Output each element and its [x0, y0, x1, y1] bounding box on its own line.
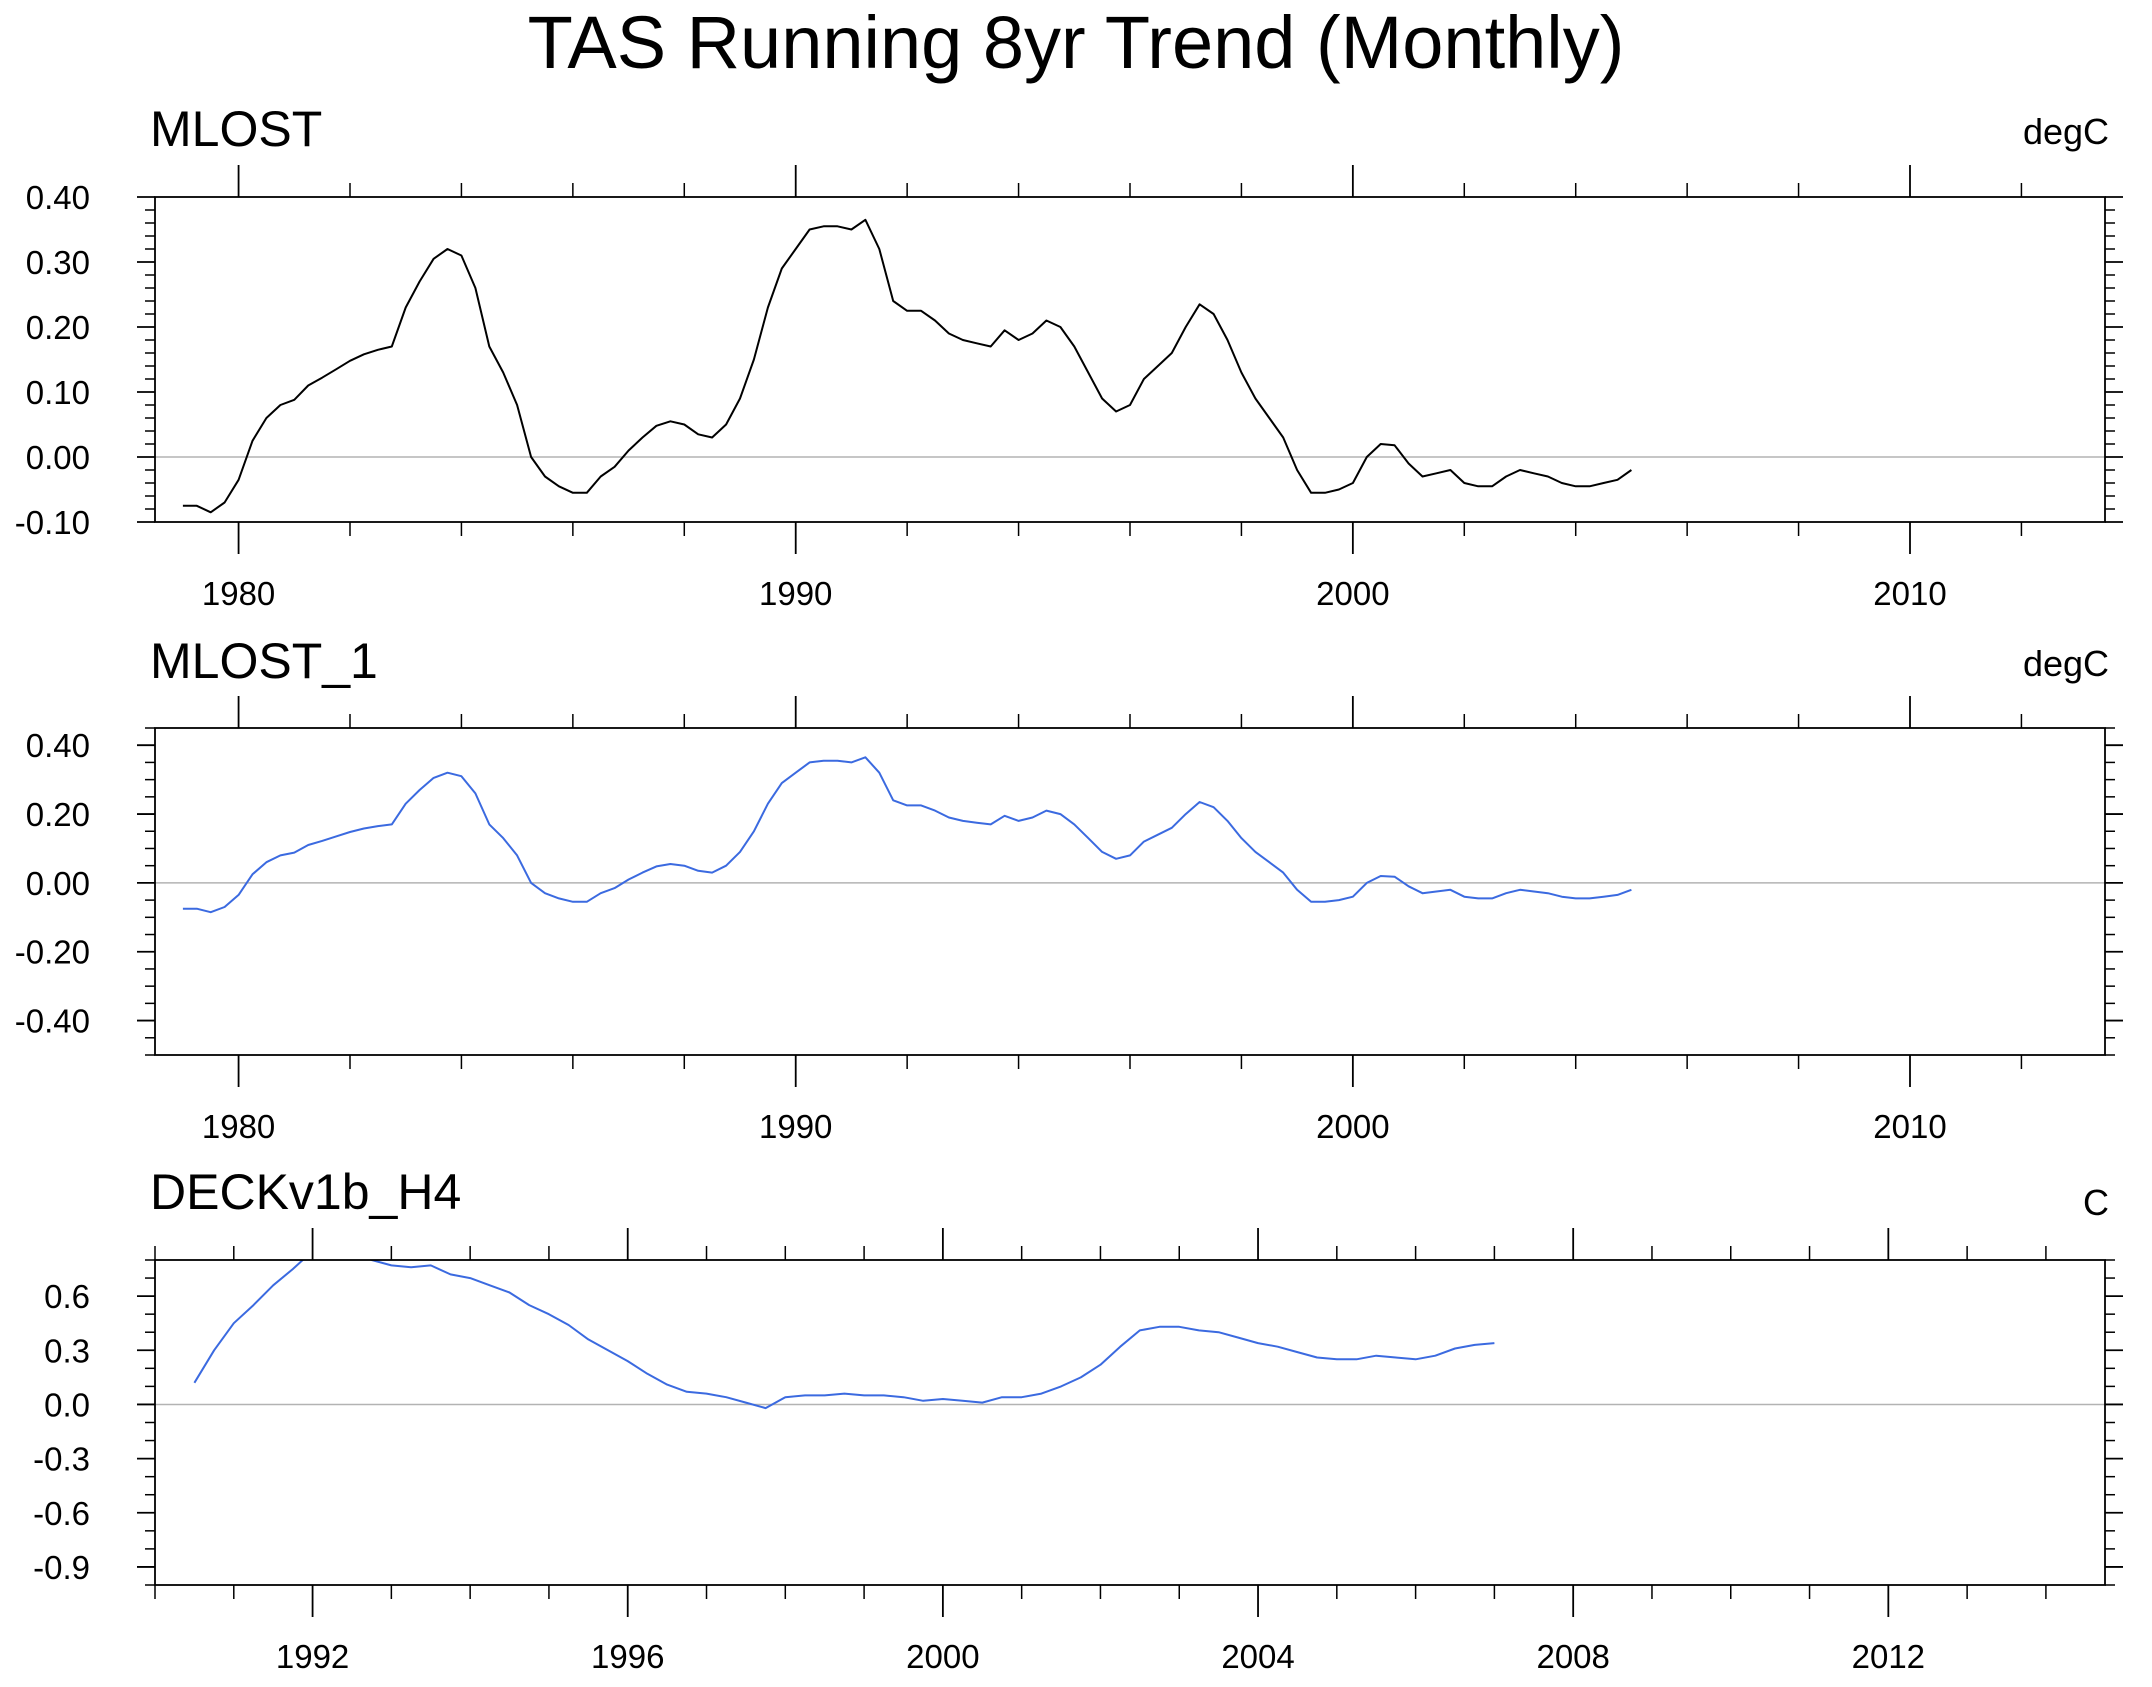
x-tick-label: 2004 [1221, 1638, 1294, 1675]
x-tick-label: 2008 [1536, 1638, 1609, 1675]
y-tick-label: 0.40 [26, 727, 90, 764]
x-tick-label: 1980 [202, 1108, 275, 1145]
series-line-mlost [182, 218, 1632, 514]
x-tick-label: 1980 [202, 575, 275, 612]
y-tick-label: 0.20 [26, 796, 90, 833]
figure-title: TAS Running 8yr Trend (Monthly) [527, 1, 1625, 84]
y-tick-label: 0.10 [26, 374, 90, 411]
plot-frame [154, 196, 2106, 523]
y-tick-label: 0.00 [26, 439, 90, 476]
panel-2-title: MLOST_1 [150, 633, 378, 689]
y-tick-label: 0.00 [26, 865, 90, 902]
panel-1-units: degC [2022, 111, 2109, 152]
x-tick-label: 2010 [1873, 1108, 1946, 1145]
x-tick-label: 1990 [759, 1108, 832, 1145]
y-tick-label: -0.10 [15, 504, 90, 541]
plot-frame [154, 727, 2106, 1056]
x-tick-label: 2000 [1316, 575, 1389, 612]
plot-frame [154, 1259, 2106, 1586]
panel-2: -0.40 -0.20 0.00 0.20 0.40 1980 1990 2000 2010 [15, 696, 2123, 1145]
y-tick-label: 0.0 [44, 1386, 90, 1423]
x-tick-label: 1992 [276, 1638, 349, 1675]
x-tick-label: 2000 [906, 1638, 979, 1675]
y-tick-label: 0.20 [26, 309, 90, 346]
series-line-mlost_1 [182, 756, 1632, 914]
y-tick-label: 0.30 [26, 244, 90, 281]
series-line-deckv1b_h4 [193, 1260, 1495, 1410]
panel-3-units: C [2083, 1182, 2109, 1223]
panel-3: -0.9 -0.6 -0.3 0.0 0.3 0.6 1992 1996 2000 2004 200… [33, 1228, 2123, 1675]
x-tick-label: 2012 [1852, 1638, 1925, 1675]
y-tick-label: -0.3 [33, 1441, 90, 1478]
panel-1: -0.10 0.00 0.10 0.20 0.30 0.40 1980 1990 2000 201… [15, 165, 2123, 612]
y-tick-label: -0.20 [15, 934, 90, 971]
y-tick-label: -0.9 [33, 1549, 90, 1586]
panel-2-units: degC [2022, 643, 2109, 684]
y-tick-label: -0.6 [33, 1495, 90, 1532]
x-tick-label: 2000 [1316, 1108, 1389, 1145]
panel-1-title: MLOST [150, 101, 323, 157]
y-tick-label: 0.6 [44, 1278, 90, 1315]
y-tick-label: -0.40 [15, 1003, 90, 1040]
y-tick-label: 0.40 [26, 179, 90, 216]
y-tick-label: 0.3 [44, 1332, 90, 1369]
x-tick-label: 1990 [759, 575, 832, 612]
panel-3-title: DECKv1b_H4 [150, 1164, 462, 1220]
x-tick-label: 2010 [1873, 575, 1946, 612]
x-tick-label: 1996 [591, 1638, 664, 1675]
